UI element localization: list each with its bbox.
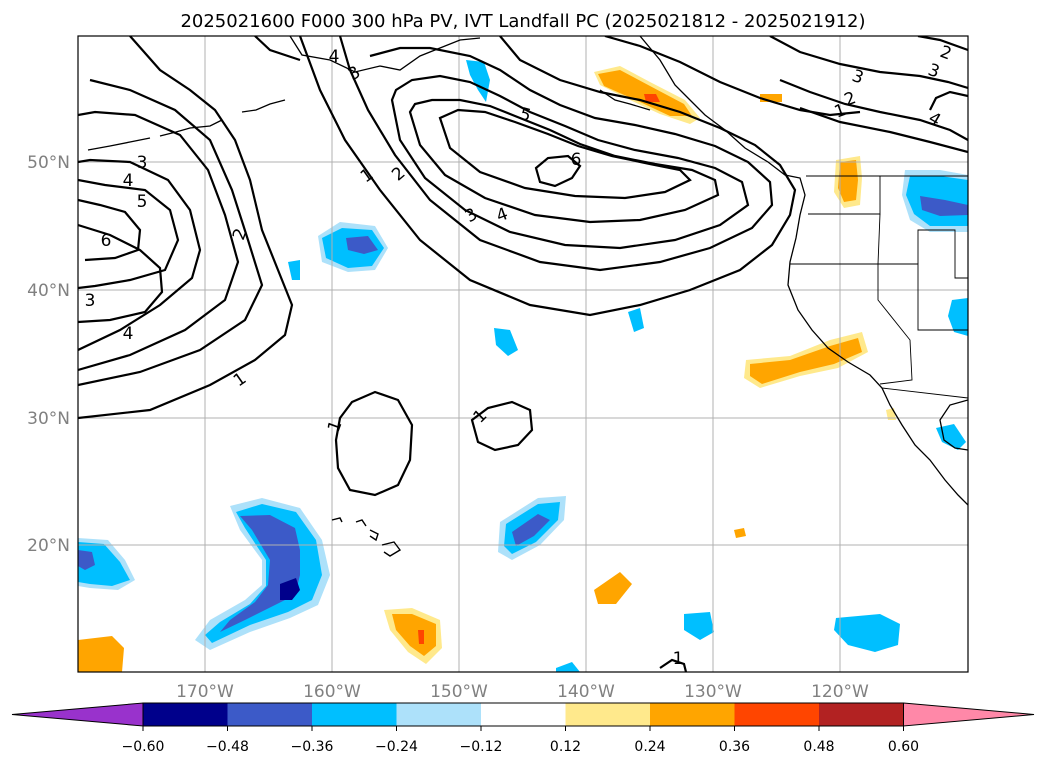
colorbar-tick-label: −0.24: [375, 739, 418, 755]
colorbar-tick-label: 0.48: [803, 739, 834, 755]
colorbar-segments: [11, 702, 1035, 727]
colorbar-tick-label: 0.60: [888, 739, 919, 755]
latitude-labels: 50°N 40°N 30°N 20°N: [27, 153, 70, 556]
positive-anomaly-south: [78, 408, 896, 672]
contour-label: 4: [123, 171, 134, 191]
north-america-west-coast: [639, 36, 968, 506]
contour-label: 3: [137, 153, 148, 173]
lon-label: 170°W: [176, 682, 234, 702]
lon-label: 160°W: [303, 682, 361, 702]
graticule: [78, 36, 968, 672]
colorbar-tick-label: −0.12: [460, 739, 503, 755]
map-frame: [77, 35, 969, 673]
contour-pv-1-main: [78, 36, 294, 420]
colorbar-tick-label: −0.48: [206, 739, 249, 755]
contour-label: 4: [123, 324, 134, 344]
colorbar-segment: [565, 703, 650, 726]
longitude-labels: 170°W 160°W 150°W 140°W 130°W 120°W: [176, 682, 869, 702]
colorbar-extend-min: [11, 702, 144, 727]
colorbar-tick-label: −0.36: [291, 739, 334, 755]
colorbar-ticks: −0.60 −0.48 −0.36 −0.24 −0.12 0.12 0.24 0.36 0.4…: [122, 726, 919, 755]
contour-label: 1: [673, 649, 684, 669]
hawaiian-islands: [331, 517, 402, 557]
lon-label: 120°W: [811, 682, 869, 702]
coastlines: [87, 36, 968, 506]
pv-contours: [78, 36, 968, 672]
contour-label: 5: [517, 104, 533, 126]
lat-label: 50°N: [27, 153, 70, 173]
colorbar: −0.60 −0.48 −0.36 −0.24 −0.12 0.12 0.24 0.36 0.4…: [11, 702, 1035, 755]
positive-anomaly-california: [744, 332, 868, 388]
contour-label: 5: [137, 192, 148, 212]
lat-label: 40°N: [27, 281, 70, 301]
negative-anomaly-north-pacific: [318, 222, 388, 272]
colorbar-tick-label: 0.36: [719, 739, 750, 755]
contour-label: 6: [101, 231, 112, 251]
negative-anomaly-subtropics: [498, 496, 566, 560]
colorbar-tick-label: −0.60: [122, 739, 165, 755]
colorbar-segment: [396, 703, 481, 726]
lat-label: 30°N: [27, 409, 70, 429]
colorbar-segment: [312, 703, 397, 726]
colorbar-tick-label: 0.12: [550, 739, 581, 755]
contour-label: 4: [329, 47, 340, 67]
colorbar-segment: [227, 703, 312, 726]
colorbar-segment: [650, 703, 735, 726]
negative-anomaly-west-edge: [78, 538, 135, 590]
lon-label: 150°W: [430, 682, 488, 702]
lat-label: 20°N: [27, 536, 70, 556]
colorbar-extend-max: [903, 702, 1035, 727]
contour-pv-1-ring: [334, 390, 414, 497]
contour-pv-1-north: [298, 36, 797, 317]
contour-label: 6: [571, 150, 582, 170]
colorbar-frame: [142, 702, 904, 727]
colorbar-segment: [143, 703, 228, 726]
state-borders: [790, 175, 968, 399]
lon-label: 130°W: [684, 682, 742, 702]
negative-anomaly-central-pacific: [195, 498, 330, 650]
plot-title: 2025021600 F000 300 hPa PV, IVT Landfall…: [180, 11, 865, 32]
lon-label: 140°W: [557, 682, 615, 702]
colorbar-segment: [734, 703, 819, 726]
colorbar-tick-label: 0.24: [634, 739, 665, 755]
colorbar-segment: [819, 703, 904, 726]
colorbar-segment: [481, 703, 566, 726]
negative-anomaly-misc: [288, 60, 968, 672]
contour-label: 3: [85, 291, 96, 311]
map-panel: 1 2 3 4 5 6 3 4 1 2 3 4 5 6 1 1 1 4 3 2: [77, 35, 969, 673]
